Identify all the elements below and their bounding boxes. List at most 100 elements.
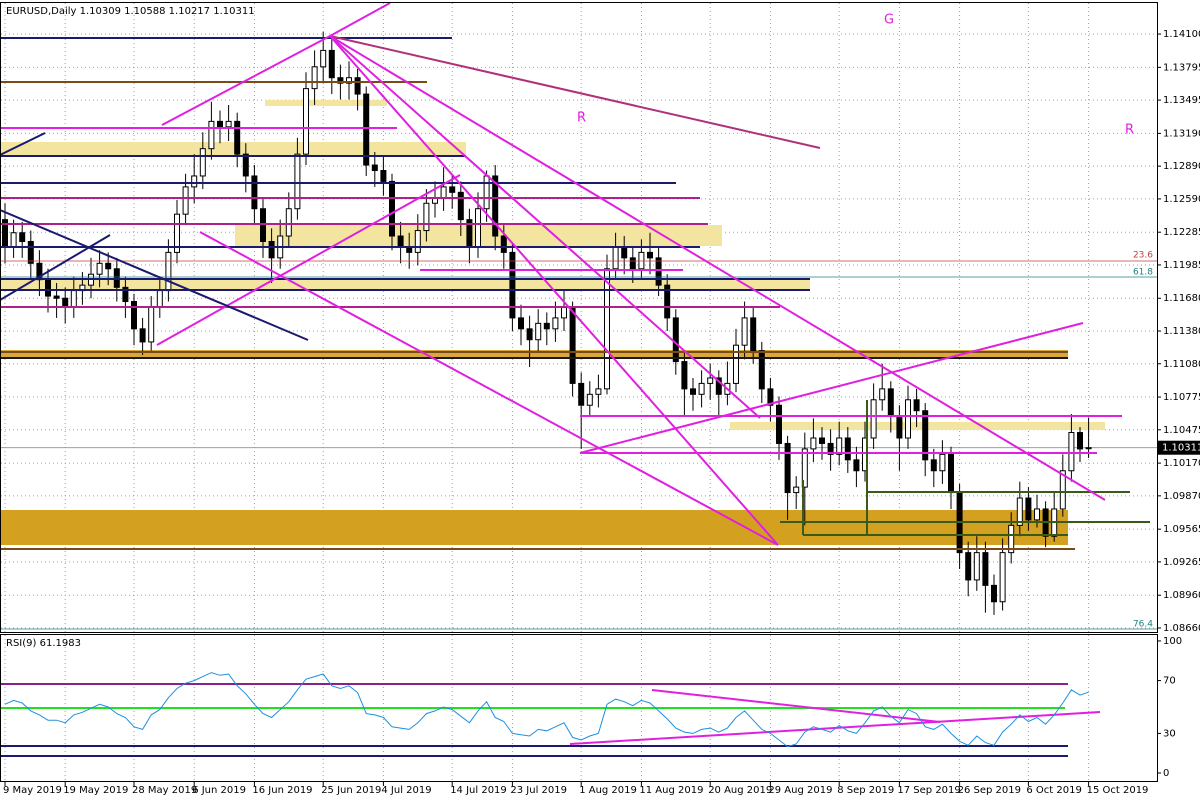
candle-body (801, 448, 808, 488)
annotation: 76.4 (1133, 620, 1153, 630)
candle-body (930, 459, 937, 472)
drawn-lines (0, 2, 1158, 757)
x-tick-label: 19 May 2019 (63, 785, 128, 796)
candle-body (991, 584, 997, 603)
y-tick-label: 0 (1163, 768, 1169, 779)
candle-body (905, 399, 911, 439)
candle-body (681, 361, 688, 390)
annotation: G (884, 13, 894, 28)
trend-line (329, 35, 821, 149)
candle-body (457, 191, 464, 221)
candle-body (440, 186, 447, 199)
candle-body (561, 306, 567, 319)
candle-body (664, 284, 671, 319)
candle-body (191, 175, 198, 188)
candle-body (156, 290, 163, 308)
y-tick-label: 1.13190 (1163, 128, 1200, 139)
y-tick-label: 1.10475 (1163, 425, 1200, 436)
x-tick-label: 17 Sep 2019 (897, 785, 960, 796)
candle-body (449, 186, 456, 193)
zone (0, 510, 1068, 545)
candle-body (647, 251, 653, 259)
trend-line (579, 322, 1084, 454)
candle-body (27, 240, 34, 264)
annotation: R (1125, 123, 1134, 138)
x-tick-label: 16 Jun 2019 (252, 785, 312, 796)
candle-body (199, 148, 206, 177)
rsi-line (4, 672, 1089, 748)
candle-body (320, 49, 327, 68)
candle-body (242, 153, 249, 177)
candle-body (715, 377, 722, 395)
x-tick-label: 9 May 2019 (3, 785, 62, 796)
candle-body (1068, 432, 1075, 472)
candle-body (328, 49, 335, 79)
candle-body (973, 552, 980, 581)
trend-line (329, 2, 391, 37)
candle-body (810, 437, 817, 450)
last-price-box (1158, 440, 1200, 455)
candle-body (1085, 447, 1092, 450)
y-tick-label: 1.09870 (1163, 491, 1200, 502)
candle-body (733, 344, 739, 384)
candle-body (827, 442, 834, 455)
candles (2, 31, 1092, 615)
y-tick-label: 1.09565 (1163, 524, 1200, 535)
y-tick-label: 100 (1163, 636, 1182, 647)
y-tick-label: 1.12285 (1163, 227, 1200, 238)
candle-body (741, 317, 748, 346)
candle-body (578, 382, 585, 406)
candle-body (844, 437, 851, 461)
candle-body (105, 262, 112, 270)
candle-body (870, 399, 877, 439)
trend-line (161, 35, 331, 126)
y-tick-label: 1.11680 (1163, 293, 1200, 304)
y-tick-label: 30 (1163, 728, 1176, 739)
y-tick-label: 1.11380 (1163, 326, 1200, 337)
candle-body (922, 410, 929, 461)
candle-body (217, 120, 223, 128)
x-tick-label: 8 Sep 2019 (837, 785, 894, 796)
rsi-pane-frame (0, 634, 1158, 782)
drawn-zones (0, 100, 1105, 545)
candle-body (303, 88, 309, 155)
candle-body (767, 388, 774, 406)
candle-body (569, 306, 576, 384)
frame (0, 2, 1158, 782)
x-tick-label: 26 Sep 2019 (958, 785, 1021, 796)
candle-body (896, 415, 903, 439)
x-tick-label: 20 Aug 2019 (708, 785, 772, 796)
y-tick-label: 1.13495 (1163, 95, 1200, 106)
candle-body (655, 257, 662, 286)
candle-body (234, 120, 241, 155)
candle-body (492, 175, 499, 237)
x-tick-label: 6 Oct 2019 (1026, 785, 1081, 796)
candle-body (1077, 432, 1083, 450)
candle-body (380, 170, 387, 182)
candle-body (131, 301, 137, 330)
y-tick-label: 1.12890 (1163, 161, 1200, 172)
candle-body (268, 240, 275, 259)
y-tick-label: 1.12590 (1163, 194, 1200, 205)
y-tick-label: 70 (1163, 676, 1176, 687)
candle-body (629, 257, 636, 270)
candle-body (483, 175, 490, 210)
y-tick-label: 1.11985 (1163, 260, 1200, 271)
x-tick-label: 15 Oct 2019 (1087, 785, 1149, 796)
trend-line (0, 209, 309, 341)
candle-body (165, 251, 172, 292)
candle-body (371, 164, 378, 172)
rsi-trend (569, 711, 1101, 745)
candle-body (354, 77, 361, 95)
trend-line (0, 132, 46, 156)
candle-body (414, 230, 421, 253)
candle-body (148, 306, 155, 343)
candle-body (208, 120, 215, 150)
candle-body (612, 246, 619, 270)
candle-body (53, 295, 60, 299)
candle-body (337, 77, 344, 84)
candle-body (311, 66, 318, 90)
x-tick-label: 29 Aug 2019 (768, 785, 832, 796)
